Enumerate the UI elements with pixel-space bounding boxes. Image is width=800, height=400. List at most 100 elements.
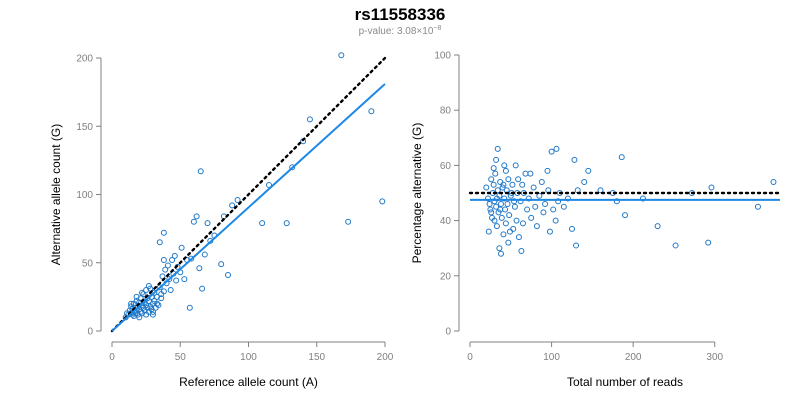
left-data-point xyxy=(186,304,193,311)
left-reference-line xyxy=(110,56,387,333)
left-x-tick-label: 150 xyxy=(308,352,325,363)
left-data-point xyxy=(128,300,135,307)
right-y-tick-label: 100 xyxy=(434,51,451,62)
right-data-point xyxy=(500,181,507,188)
right-data-point xyxy=(513,217,520,224)
right-data-point xyxy=(483,184,490,191)
right-panel: 0 100 200 300 0 20 40 60 80 100 Total number of re… xyxy=(410,51,782,389)
right-data-point xyxy=(501,195,508,202)
right-data-point xyxy=(500,231,507,238)
left-data-point xyxy=(265,181,272,188)
right-data-point xyxy=(497,178,504,185)
right-data-point xyxy=(538,178,545,185)
right-data-point xyxy=(568,225,575,232)
right-data-point xyxy=(485,228,492,235)
left-data-point xyxy=(145,282,152,289)
left-data-point xyxy=(155,302,162,309)
right-data-point xyxy=(511,203,518,210)
right-x-tick-label: 100 xyxy=(543,352,560,363)
right-data-point xyxy=(515,176,522,183)
right-data-point xyxy=(564,195,571,202)
left-data-point xyxy=(149,308,156,315)
right-data-point xyxy=(490,181,497,188)
right-data-point xyxy=(618,154,625,161)
left-data-point xyxy=(338,52,345,59)
right-data-point xyxy=(490,165,497,172)
left-data-point xyxy=(173,277,180,284)
right-data-point xyxy=(502,206,509,213)
right-data-point xyxy=(613,198,620,205)
left-data-point xyxy=(181,276,188,283)
right-data-point xyxy=(571,156,578,163)
right-data-point xyxy=(484,195,491,202)
right-x-tick-label: 300 xyxy=(706,352,723,363)
left-data-point xyxy=(204,220,211,227)
right-data-point xyxy=(548,148,555,155)
right-data-point xyxy=(560,203,567,210)
right-data-point xyxy=(498,214,505,221)
right-data-point xyxy=(498,250,504,257)
left-data-point xyxy=(137,308,144,315)
right-data-point xyxy=(518,247,525,254)
right-x-tick-label: 0 xyxy=(467,352,473,363)
right-data-point xyxy=(493,195,500,202)
left-y-tick-label: 200 xyxy=(76,54,93,65)
right-data-point xyxy=(525,195,532,202)
pvalue-text: p-value: 3.08×10 xyxy=(359,26,434,37)
right-data-point xyxy=(488,176,495,183)
left-data-point xyxy=(162,266,169,273)
left-data-point xyxy=(225,272,232,279)
right-data-point xyxy=(494,145,501,152)
left-data-point xyxy=(190,218,197,225)
left-data-point xyxy=(154,293,161,300)
left-y-tick-label: 0 xyxy=(87,327,93,338)
right-data-point xyxy=(550,206,557,213)
left-data-point xyxy=(166,276,173,283)
right-data-point xyxy=(504,201,511,208)
left-data-point xyxy=(193,213,200,220)
right-y-axis-label: Percentage alternative (G) xyxy=(410,123,424,264)
left-x-tick-label: 50 xyxy=(175,352,187,363)
left-data-point xyxy=(140,291,147,298)
right-data-point xyxy=(511,198,518,205)
right-data-point xyxy=(540,209,547,216)
pvalue-exponent: −8 xyxy=(433,25,441,32)
right-data-point xyxy=(509,181,516,188)
left-data-point xyxy=(136,314,143,321)
right-data-point xyxy=(493,223,500,230)
left-data-point xyxy=(178,244,185,251)
right-data-point xyxy=(488,209,495,216)
left-data-point xyxy=(156,239,163,246)
left-data-point xyxy=(149,311,156,318)
left-data-point xyxy=(154,300,161,307)
left-data-point xyxy=(283,220,290,227)
right-data-point xyxy=(654,223,661,230)
left-data-point xyxy=(197,168,204,175)
left-data-point xyxy=(234,196,241,203)
left-data-point xyxy=(164,262,171,269)
right-data-point xyxy=(546,228,553,235)
left-x-tick-label: 100 xyxy=(240,352,257,363)
left-data-point xyxy=(158,291,165,298)
right-data-point xyxy=(527,170,534,177)
left-data-point xyxy=(306,116,313,123)
right-data-point xyxy=(499,184,506,191)
right-data-point xyxy=(517,198,524,205)
right-data-point xyxy=(497,206,504,213)
right-data-point xyxy=(496,245,503,252)
right-data-point xyxy=(639,195,646,202)
right-x-tick-label: 200 xyxy=(625,352,642,363)
right-data-point xyxy=(507,192,514,199)
left-data-point xyxy=(130,312,137,319)
right-data-point xyxy=(581,178,588,185)
right-data-point xyxy=(502,220,509,227)
right-data-point xyxy=(519,181,526,188)
right-data-point xyxy=(505,239,512,246)
left-data-point xyxy=(229,202,236,209)
right-data-point xyxy=(544,167,551,174)
left-data-point xyxy=(188,255,195,262)
left-data-point xyxy=(160,257,167,264)
right-data-point xyxy=(494,187,501,194)
